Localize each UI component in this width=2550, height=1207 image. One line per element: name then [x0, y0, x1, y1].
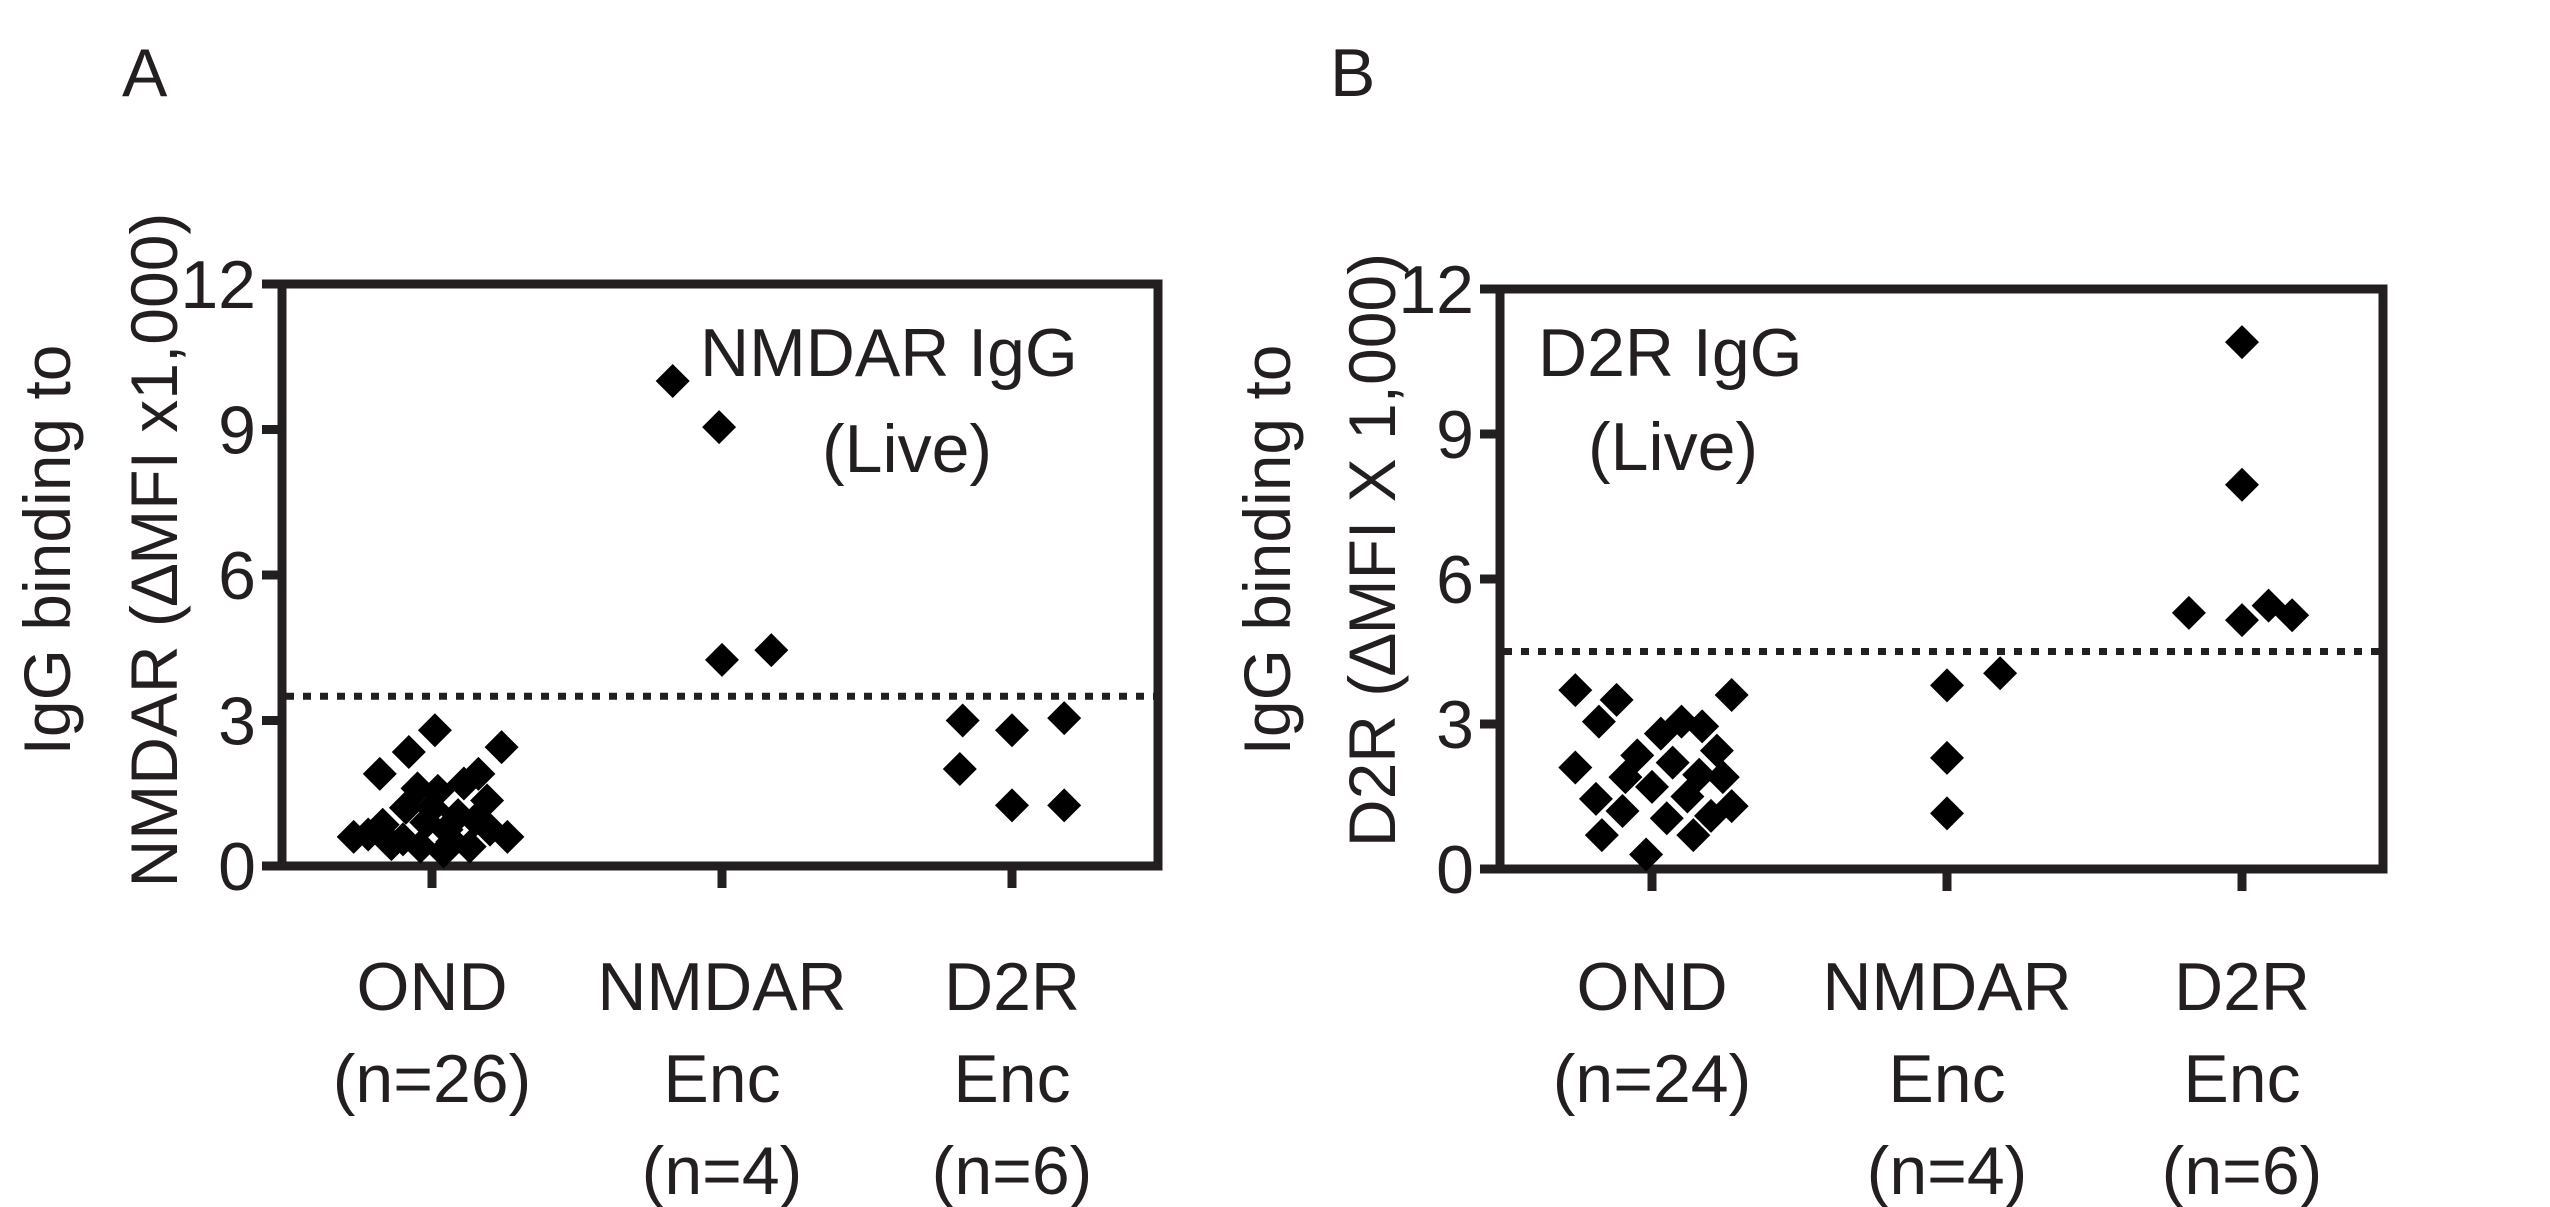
x-category-label: OND — [356, 949, 507, 1025]
x-category-label: D2R — [944, 949, 1080, 1025]
data-point — [1682, 757, 1717, 792]
data-point — [1047, 701, 1082, 736]
y-tick-label: 12 — [1398, 252, 1474, 328]
data-point — [2171, 595, 2206, 630]
x-category-label: (n=6) — [2162, 1133, 2323, 1207]
data-point — [1047, 788, 1082, 823]
y-tick-label: 3 — [1436, 687, 1474, 763]
panel-a-annotation-line2: (Live) — [822, 411, 992, 487]
panel-a-label: A — [122, 35, 168, 111]
data-point — [461, 756, 496, 791]
panel-a-x-ticks — [427, 866, 1017, 888]
data-point — [2275, 598, 2310, 633]
x-category-label: D2R — [2174, 949, 2310, 1025]
data-point — [1655, 745, 1690, 780]
y-tick-label: 0 — [1436, 832, 1474, 908]
data-point — [391, 735, 426, 770]
data-point — [655, 364, 690, 398]
x-category-label: NMDAR — [597, 949, 846, 1025]
panel-a-y-ticks: 0 3 6 9 12 — [180, 247, 282, 905]
panel-a-x-labels: OND (n=26) NMDAR Enc (n=4) D2R Enc (n=6) — [333, 949, 1093, 1207]
data-point — [1699, 733, 1734, 768]
panel-b-data-points — [1558, 325, 2310, 872]
panel-b-y-ticks: 0 3 6 9 12 — [1398, 252, 1500, 908]
panel-b-annotation-line1: D2R IgG — [1538, 315, 1803, 391]
data-point — [1676, 818, 1711, 853]
y-tick-label: 9 — [1436, 397, 1474, 473]
data-point — [1930, 668, 1964, 703]
data-point — [1649, 801, 1684, 836]
data-point — [1685, 709, 1720, 744]
y-tick-label: 12 — [180, 247, 256, 323]
x-category-label: NMDAR — [1822, 949, 2071, 1025]
x-category-label: (n=4) — [1867, 1133, 2028, 1207]
y-tick-label: 9 — [218, 393, 256, 469]
data-point — [403, 829, 438, 864]
data-point — [417, 713, 452, 748]
data-point — [702, 410, 737, 445]
y-tick-label: 3 — [218, 684, 256, 760]
panel-b-label: B — [1330, 35, 1375, 111]
data-point — [1578, 781, 1613, 816]
data-point — [942, 752, 977, 786]
data-point — [1983, 656, 2018, 691]
x-category-label: (n=6) — [932, 1133, 1093, 1207]
data-point — [1605, 794, 1640, 828]
panel-b-x-ticks — [1647, 869, 2247, 891]
panel-a-data-points — [336, 364, 1082, 869]
x-category-label: Enc — [953, 1041, 1070, 1117]
data-point — [1930, 796, 1964, 831]
data-point — [2225, 325, 2259, 360]
x-category-label: (n=4) — [642, 1133, 803, 1207]
x-category-label: Enc — [1888, 1041, 2005, 1117]
data-point — [1581, 704, 1616, 739]
data-point — [420, 773, 455, 808]
data-point — [1705, 760, 1740, 795]
y-tick-label: 6 — [218, 538, 256, 614]
x-category-label: (n=26) — [333, 1041, 531, 1117]
data-point — [754, 633, 789, 668]
data-point — [470, 783, 505, 818]
data-point — [995, 713, 1029, 748]
x-category-label: OND — [1576, 949, 1727, 1025]
x-category-label: (n=24) — [1553, 1041, 1751, 1117]
data-point — [2225, 603, 2259, 638]
data-point — [336, 819, 371, 854]
y-tick-label: 6 — [1436, 542, 1474, 618]
data-point — [705, 642, 739, 677]
data-point — [1558, 750, 1593, 785]
panel-a-ylabel-line1: IgG binding to — [10, 345, 84, 756]
data-point — [1599, 682, 1634, 717]
data-point — [1714, 678, 1749, 712]
panel-b-x-labels: OND (n=24) NMDAR Enc (n=4) D2R Enc (n=6) — [1553, 949, 2323, 1207]
panel-b: B IgG binding to D2R (∆MFI X 1,000) 0 3 6 9… — [1230, 35, 2388, 1207]
data-point — [1635, 769, 1669, 804]
data-point — [945, 703, 980, 738]
data-point — [1558, 673, 1593, 708]
data-point — [484, 730, 519, 765]
data-point — [362, 756, 397, 791]
x-category-label: Enc — [2183, 1041, 2300, 1117]
data-point — [1620, 738, 1655, 773]
panel-b-ylabel-line2: D2R (∆MFI X 1,000) — [1335, 253, 1409, 847]
data-point — [2225, 467, 2259, 502]
data-point — [452, 829, 487, 864]
panel-a: A IgG binding to NMDAR (∆MFI x1,000) 0 3 6… — [10, 35, 1163, 1207]
data-point — [1714, 789, 1749, 824]
data-point — [1629, 837, 1664, 872]
data-point — [1584, 818, 1619, 853]
data-point — [1930, 740, 1964, 775]
data-point — [995, 788, 1029, 823]
panel-b-ylabel-line1: IgG binding to — [1230, 345, 1304, 756]
panel-a-ylabel-line2: NMDAR (∆MFI x1,000) — [117, 213, 191, 888]
panel-b-annotation-line2: (Live) — [1588, 409, 1758, 485]
y-tick-label: 0 — [218, 829, 256, 905]
data-point — [490, 819, 525, 854]
x-category-label: Enc — [663, 1041, 780, 1117]
panel-a-annotation-line1: NMDAR IgG — [700, 315, 1078, 391]
data-point — [400, 771, 435, 806]
